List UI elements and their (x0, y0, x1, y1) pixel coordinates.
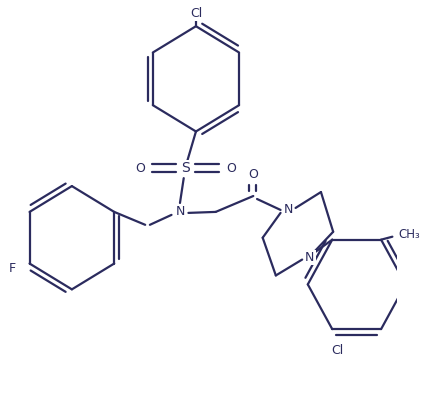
Text: F: F (9, 262, 16, 275)
Text: O: O (248, 168, 258, 181)
Text: N: N (175, 205, 185, 218)
Text: Cl: Cl (190, 7, 202, 20)
Text: S: S (181, 161, 190, 175)
Text: O: O (226, 162, 236, 175)
Text: N: N (283, 203, 293, 216)
Text: Cl: Cl (331, 345, 343, 357)
Text: CH₃: CH₃ (398, 228, 420, 241)
Text: O: O (136, 162, 145, 175)
Text: N: N (305, 251, 314, 264)
